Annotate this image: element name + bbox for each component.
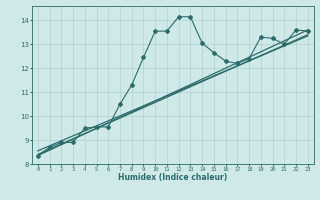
- X-axis label: Humidex (Indice chaleur): Humidex (Indice chaleur): [118, 173, 228, 182]
